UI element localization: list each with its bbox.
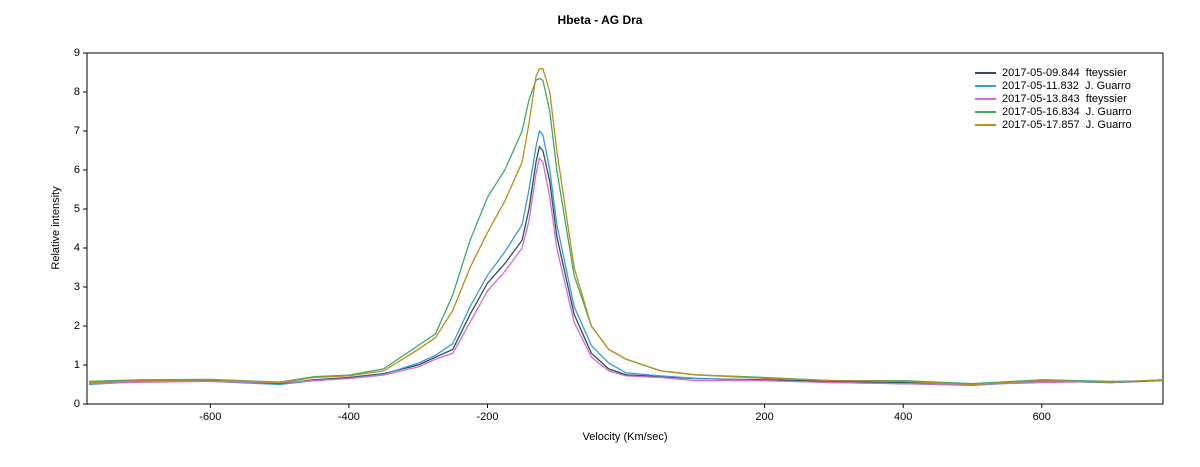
plot-frame — [86, 52, 1164, 405]
legend-label: 2017-05-09.844 fteyssier — [1002, 67, 1127, 79]
y-tick-label: 9 — [74, 47, 80, 59]
series-line — [89, 145, 1164, 386]
y-tick-label: 7 — [74, 125, 80, 137]
y-tick-label: 2 — [74, 320, 80, 332]
x-tick-label: 200 — [755, 411, 773, 423]
legend-label: 2017-05-17.857 J. Guarro — [1002, 119, 1132, 131]
y-tick-label: 1 — [74, 359, 80, 371]
x-tick-label: -600 — [199, 411, 221, 423]
chart-title: Hbeta - AG Dra — [558, 13, 643, 27]
y-axis-label: Relative intensity — [50, 186, 62, 270]
y-tick-label: 4 — [74, 242, 80, 254]
series-line — [89, 67, 1164, 386]
x-axis-label: Velocity (Km/sec) — [583, 431, 668, 443]
y-tick-label: 8 — [74, 86, 80, 98]
legend-label: 2017-05-16.834 J. Guarro — [1002, 106, 1132, 118]
legend-label: 2017-05-11.832 J. Guarro — [1002, 80, 1131, 92]
y-tick-label: 5 — [74, 203, 80, 215]
x-tick-label: -400 — [338, 411, 360, 423]
y-tick-label: 6 — [74, 164, 80, 176]
x-tick-label: -200 — [476, 411, 498, 423]
x-tick-label: 600 — [1033, 411, 1051, 423]
y-tick-label: 3 — [74, 281, 80, 293]
series-line — [89, 129, 1164, 386]
y-tick-label: 0 — [74, 398, 80, 410]
series-line — [89, 156, 1164, 386]
legend-label: 2017-05-13.843 fteyssier — [1002, 93, 1127, 105]
x-tick-label: 400 — [894, 411, 912, 423]
